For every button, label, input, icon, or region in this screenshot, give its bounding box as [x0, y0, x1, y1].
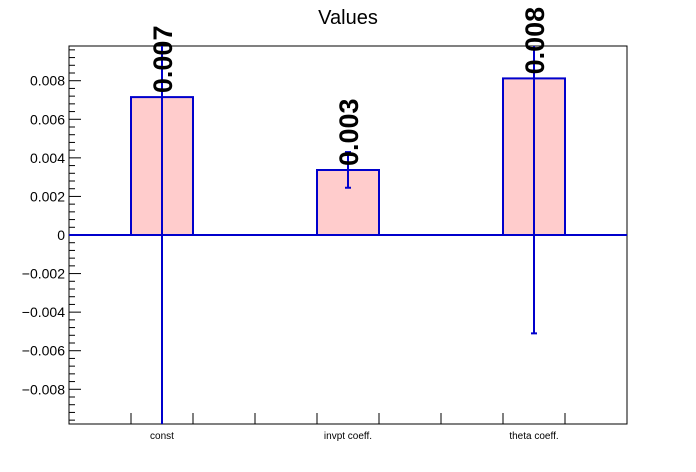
x-tick-label: theta coeff.: [509, 431, 558, 442]
y-tick-label: −0.008: [22, 381, 65, 397]
y-tick-label: 0.008: [30, 73, 65, 89]
y-tick-label: 0.004: [30, 150, 65, 166]
data-label: 0.008: [520, 7, 550, 75]
data-label: 0.003: [334, 98, 364, 166]
y-tick-label: 0.006: [30, 111, 65, 127]
y-tick-label: 0.002: [30, 188, 65, 204]
chart-title: Values: [318, 7, 378, 29]
x-tick-label: invpt coeff.: [324, 431, 372, 442]
y-tick-label: −0.002: [22, 266, 65, 282]
y-tick-label: −0.006: [22, 343, 65, 359]
x-tick-label: const: [150, 431, 174, 442]
data-label: 0.007: [148, 26, 178, 94]
y-tick-label: −0.004: [22, 304, 65, 320]
y-tick-label: 0: [57, 227, 65, 243]
plot-area: 0.008 0.006 0.004 0.002 0 −0.002 −0.004 −0.006 −…: [22, 7, 628, 442]
